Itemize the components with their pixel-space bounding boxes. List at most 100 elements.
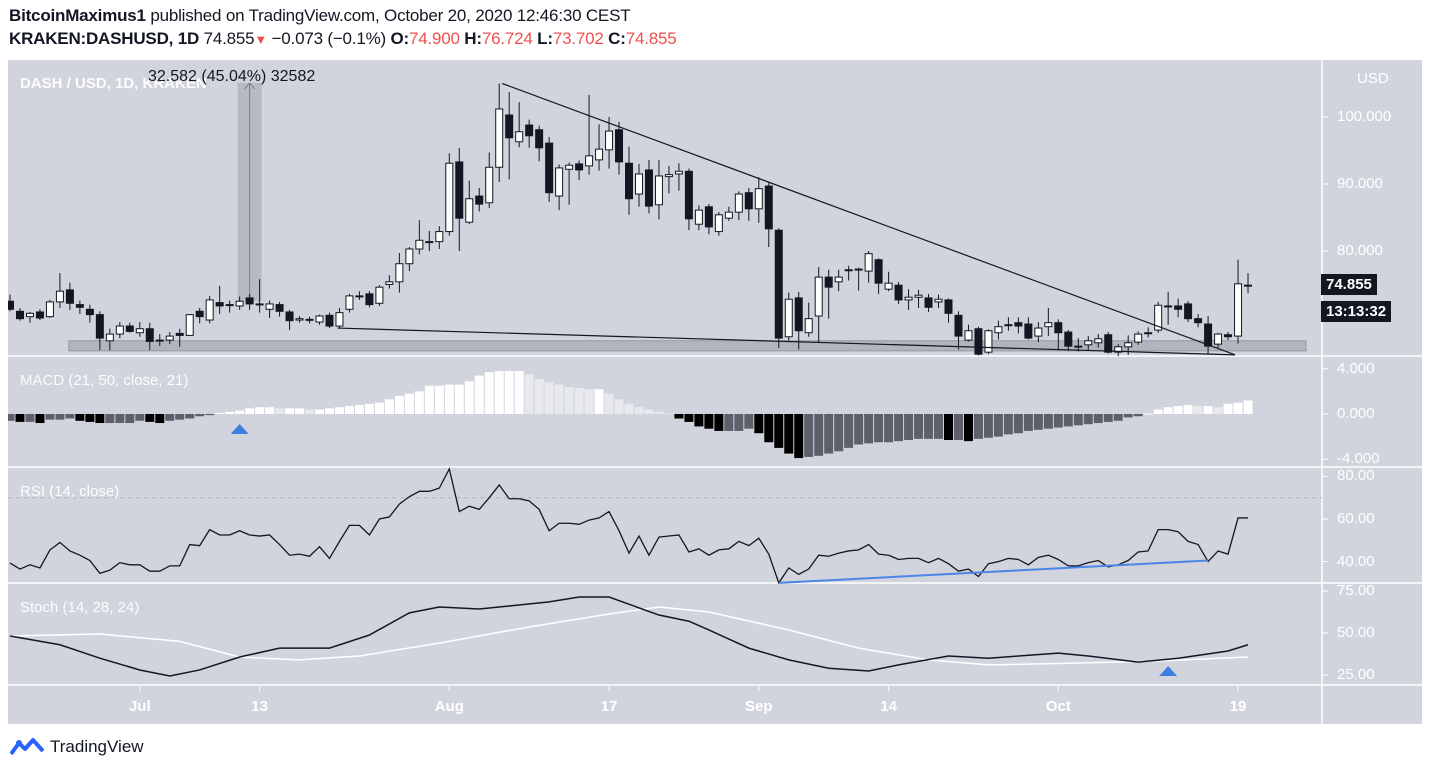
candle-body	[105, 333, 114, 342]
macd-bar	[1183, 404, 1193, 414]
candle-body	[135, 328, 144, 334]
candle-body	[1234, 283, 1243, 337]
macd-bar	[225, 411, 235, 414]
macd-bar	[464, 381, 474, 414]
candle-body	[1044, 322, 1053, 328]
candle-body	[884, 282, 893, 290]
macd-bar	[884, 414, 894, 443]
candle-body	[395, 263, 404, 283]
macd-bar	[644, 409, 654, 414]
candle-body	[8, 300, 14, 310]
candle-body	[1134, 333, 1143, 343]
candle-body	[1064, 331, 1073, 347]
macd-bar	[614, 399, 624, 414]
candle-body	[874, 259, 883, 284]
stoch-signal-triangle-icon	[1159, 666, 1178, 676]
macd-bar	[943, 414, 953, 440]
macd-bar	[85, 414, 95, 422]
macd-bar	[804, 414, 814, 457]
rsi-line	[9, 467, 1249, 585]
candle-body	[215, 302, 224, 307]
candle-body	[1094, 338, 1103, 344]
candle-body	[1004, 324, 1013, 327]
author[interactable]: BitcoinMaximus1	[9, 6, 146, 25]
candle-body	[45, 301, 54, 318]
candle-body	[145, 328, 154, 342]
candle-body	[1164, 305, 1173, 308]
candle-body	[904, 296, 913, 301]
macd-bar	[1173, 406, 1183, 414]
macd-bar	[894, 414, 904, 442]
candle-body	[1194, 318, 1203, 324]
tradingview-logo[interactable]: TradingView	[10, 737, 144, 757]
candle-body	[345, 295, 354, 310]
macd-bar	[1213, 407, 1223, 414]
macd-bar	[65, 414, 75, 419]
macd-bar	[444, 384, 454, 414]
macd-bar	[434, 385, 444, 414]
publish-info: BitcoinMaximus1 published on TradingView…	[9, 6, 631, 26]
macd-signal-triangle-icon	[230, 424, 249, 434]
macd-bar	[953, 414, 963, 440]
candle-body	[914, 294, 923, 298]
candle-body	[674, 170, 683, 175]
candle-body	[1024, 323, 1033, 339]
macd-bar	[384, 399, 394, 414]
candle-body	[1154, 304, 1163, 331]
candle-body	[615, 129, 624, 163]
candle-body	[1174, 305, 1183, 310]
macd-bar	[354, 404, 364, 414]
candle-body	[55, 290, 64, 303]
chart-canvas[interactable]	[8, 60, 1422, 724]
candle-body	[1214, 333, 1223, 345]
candle-body	[475, 195, 484, 205]
candle-body	[964, 330, 973, 341]
candle-body	[115, 325, 124, 335]
candle-body	[495, 108, 504, 168]
macd-bar	[824, 414, 834, 454]
candle-body	[834, 276, 843, 283]
macd-bar	[1113, 414, 1123, 421]
macd-tick-label: -4.000	[1337, 450, 1380, 468]
stoch-tick-label: 50.00	[1337, 624, 1375, 641]
macd-bar	[524, 374, 534, 414]
candle-body	[35, 311, 44, 319]
macd-bar	[694, 414, 704, 427]
macd-bar	[624, 403, 634, 414]
brand-name: TradingView	[50, 737, 144, 756]
candle-body	[405, 248, 414, 265]
macd-bar	[295, 408, 305, 414]
macd-bar	[8, 414, 15, 421]
macd-bar	[364, 403, 374, 414]
macd-bar	[714, 414, 724, 431]
macd-bar	[1153, 409, 1163, 414]
candle-body	[1114, 346, 1123, 353]
chart-title: DASH / USD, 1D, KRAKEN	[20, 75, 207, 92]
macd-bar	[973, 414, 983, 439]
lower-trendline	[337, 327, 1236, 356]
last-price: 74.855	[203, 29, 255, 48]
candle-body	[1184, 303, 1193, 320]
candle-body	[95, 314, 104, 339]
macd-bar	[324, 408, 334, 414]
macd-bar	[334, 407, 344, 414]
candle-body	[625, 162, 634, 200]
candle-body	[714, 214, 723, 233]
macd-tick-label: 0.000	[1337, 405, 1375, 422]
rsi-tick-label: 80.00	[1337, 467, 1375, 485]
macd-bar	[874, 414, 884, 443]
last-price-tag: 74.855	[1321, 274, 1377, 295]
macd-bar	[854, 414, 864, 445]
candle-body	[595, 148, 604, 161]
candle-body	[894, 284, 903, 301]
candle-body	[1034, 327, 1043, 337]
chart-area[interactable]: DASH / USD, 1D, KRAKEN 32.582 (45.04%) 3…	[8, 60, 1422, 724]
macd-bar	[155, 414, 165, 424]
macd-bar	[414, 391, 424, 414]
candle-body	[555, 167, 564, 197]
macd-bar	[1243, 400, 1253, 414]
macd-bar	[454, 384, 464, 414]
macd-bar	[215, 412, 225, 414]
macd-bar	[1013, 414, 1023, 434]
candle-body	[924, 297, 933, 308]
